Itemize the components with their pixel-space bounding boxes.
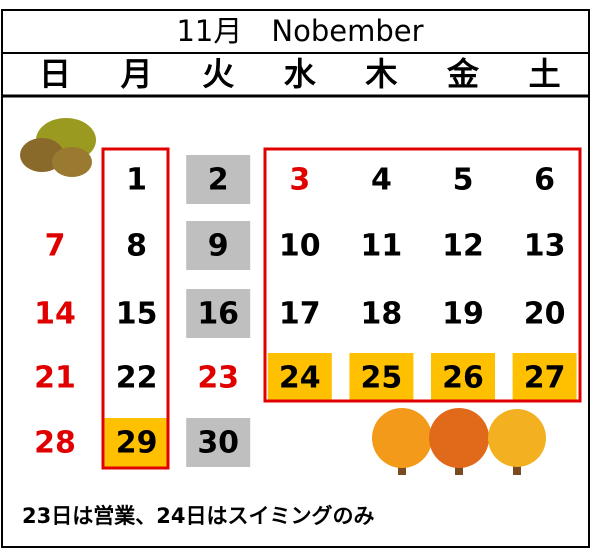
day: 30 <box>197 426 239 461</box>
day-bg <box>104 418 169 467</box>
day: 2 <box>208 163 229 198</box>
day: 18 <box>361 297 403 332</box>
weekday: 金 <box>446 55 480 93</box>
day: 19 <box>442 297 484 332</box>
weekday: 土 <box>529 55 561 93</box>
autumn-trees <box>372 408 546 475</box>
day: 22 <box>116 361 158 396</box>
day: 15 <box>116 297 158 332</box>
day: 23 <box>197 361 239 396</box>
weekday: 木 <box>364 55 397 93</box>
highlight-box <box>101 147 170 470</box>
day: 24 <box>279 361 321 396</box>
day: 21 <box>34 361 76 396</box>
weekday: 水 <box>284 55 317 93</box>
day: 20 <box>524 297 566 332</box>
day: 1 <box>126 163 147 198</box>
day: 25 <box>361 361 403 396</box>
day-bg <box>349 353 414 402</box>
day-bg <box>186 221 251 270</box>
day: 17 <box>279 297 321 332</box>
day: 27 <box>524 361 566 396</box>
weekday: 火 <box>202 55 234 93</box>
chestnut-icon <box>20 118 96 177</box>
day: 4 <box>371 163 392 198</box>
day: 6 <box>534 163 555 198</box>
highlight-box <box>263 147 582 403</box>
day-bg <box>186 418 251 467</box>
day: 10 <box>279 229 321 264</box>
day-bg <box>512 353 577 402</box>
day: 3 <box>289 163 310 198</box>
note: 23日は営業、24日はスイミングのみ <box>22 504 374 528</box>
frame <box>1 9 590 548</box>
title: 11月 Nobember <box>176 14 423 48</box>
day: 14 <box>34 297 76 332</box>
day: 7 <box>45 229 66 264</box>
day: 16 <box>197 297 239 332</box>
day: 12 <box>442 229 484 264</box>
day: 8 <box>126 229 147 264</box>
day-bg <box>431 353 495 402</box>
day: 26 <box>442 361 484 396</box>
day: 5 <box>453 163 474 198</box>
day-bg <box>186 289 251 338</box>
weekday: 日 <box>39 55 71 93</box>
day: 28 <box>34 426 76 461</box>
day: 29 <box>116 426 158 461</box>
day: 9 <box>208 229 229 264</box>
day-bg <box>267 353 332 402</box>
day: 11 <box>361 229 403 264</box>
day: 13 <box>524 229 566 264</box>
day-bg <box>186 155 251 204</box>
weekday: 月 <box>121 55 153 93</box>
